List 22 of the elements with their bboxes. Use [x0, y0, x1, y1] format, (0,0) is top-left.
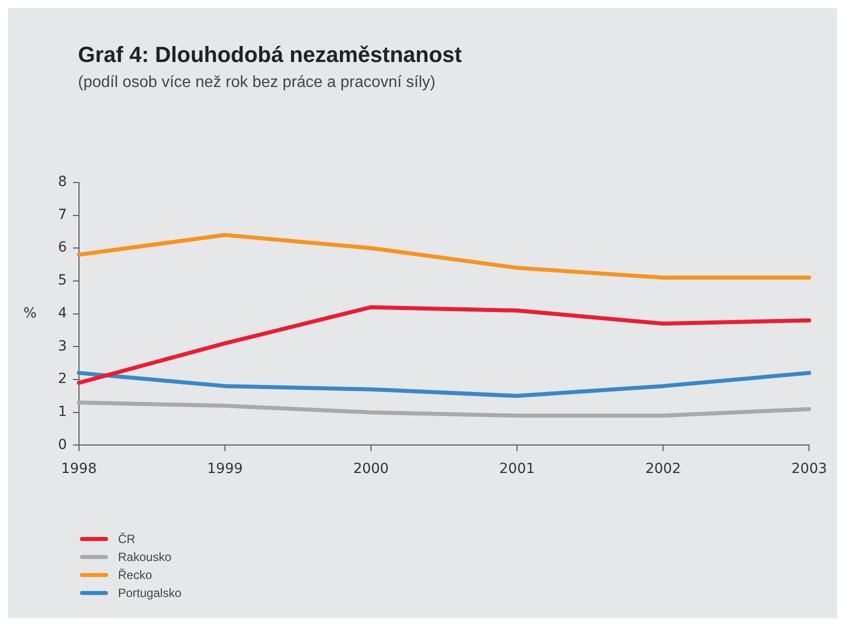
x-tick-label: 1999: [207, 461, 243, 478]
chart-subtitle: (podíl osob více než rok bez práce a pracovní síly): [78, 74, 436, 92]
y-axis-title: %: [23, 305, 37, 322]
y-tick-label: 4: [58, 305, 67, 322]
y-tick-label: 7: [58, 206, 67, 223]
x-tick-label: 2003: [791, 461, 828, 478]
y-tick-label: 5: [58, 272, 67, 289]
y-tick-label: 6: [58, 240, 67, 256]
x-tick-label: 1998: [61, 461, 97, 478]
y-tick-label: 1: [58, 404, 67, 420]
y-tick-label: 2: [58, 371, 67, 388]
legend-label: ČR: [118, 532, 136, 546]
legend-label: Rakousko: [118, 550, 172, 564]
y-tick-label: 3: [58, 338, 67, 354]
x-tick-label: 2002: [645, 461, 681, 478]
chart-title: Graf 4: Dlouhodobá nezaměstnanost: [78, 42, 462, 68]
y-tick-label: 8: [58, 174, 67, 190]
legend-label: Řecko: [118, 568, 152, 582]
x-tick-label: 2000: [353, 461, 389, 478]
x-tick-label: 2001: [499, 461, 535, 478]
legend-label: Portugalsko: [118, 586, 182, 600]
y-tick-label: 0: [58, 436, 67, 453]
